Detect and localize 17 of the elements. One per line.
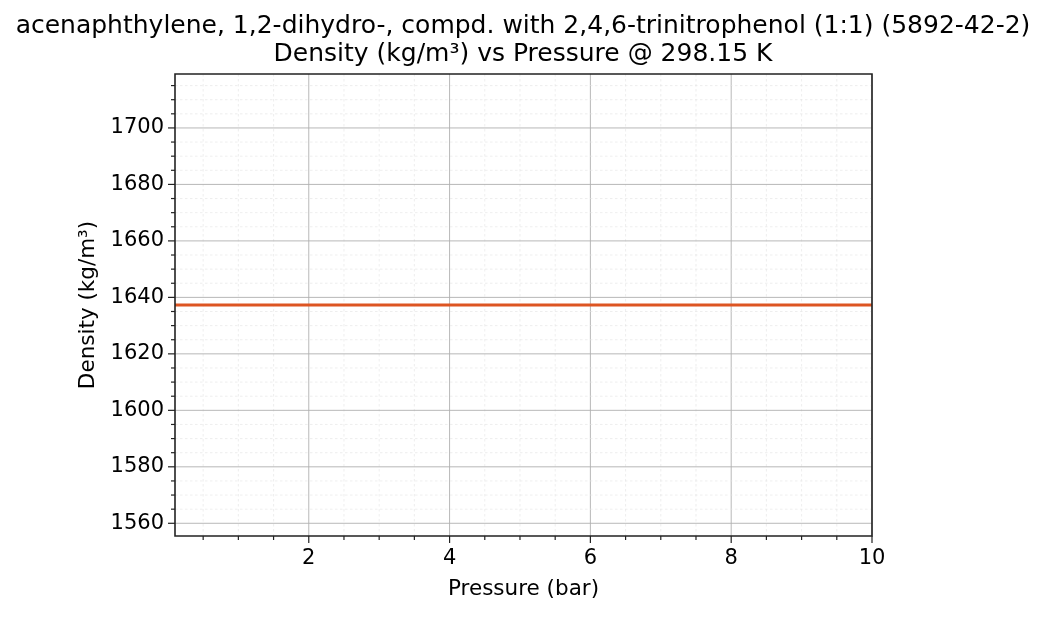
chart-title: acenaphthylene, 1,2-dihydro-, compd. with 2,4,6-trinitrophenol (1:1) (5892-42-2) bbox=[15, 9, 1031, 39]
x-tick-label: 2 bbox=[302, 545, 316, 570]
y-tick-label: 1680 bbox=[110, 170, 164, 195]
y-tick-label: 1660 bbox=[110, 227, 164, 252]
y-tick-label: 1600 bbox=[110, 396, 164, 421]
y-axis-title: Density (kg/m³) bbox=[74, 220, 100, 390]
chart-subtitle: Density (kg/m³) vs Pressure @ 298.15 K bbox=[273, 37, 774, 67]
x-tick-label: 4 bbox=[442, 545, 457, 570]
y-tick-label: 1640 bbox=[110, 283, 164, 308]
x-axis-title: Pressure (bar) bbox=[447, 574, 600, 600]
y-tick-label: 1700 bbox=[110, 114, 164, 139]
x-tick-label: 10 bbox=[858, 545, 886, 570]
y-tick-label: 1620 bbox=[110, 340, 164, 365]
y-tick-label: 1580 bbox=[110, 453, 164, 478]
y-tick-label: 1560 bbox=[110, 509, 164, 534]
x-tick-label: 8 bbox=[724, 545, 738, 570]
x-tick-label: 6 bbox=[583, 545, 598, 570]
